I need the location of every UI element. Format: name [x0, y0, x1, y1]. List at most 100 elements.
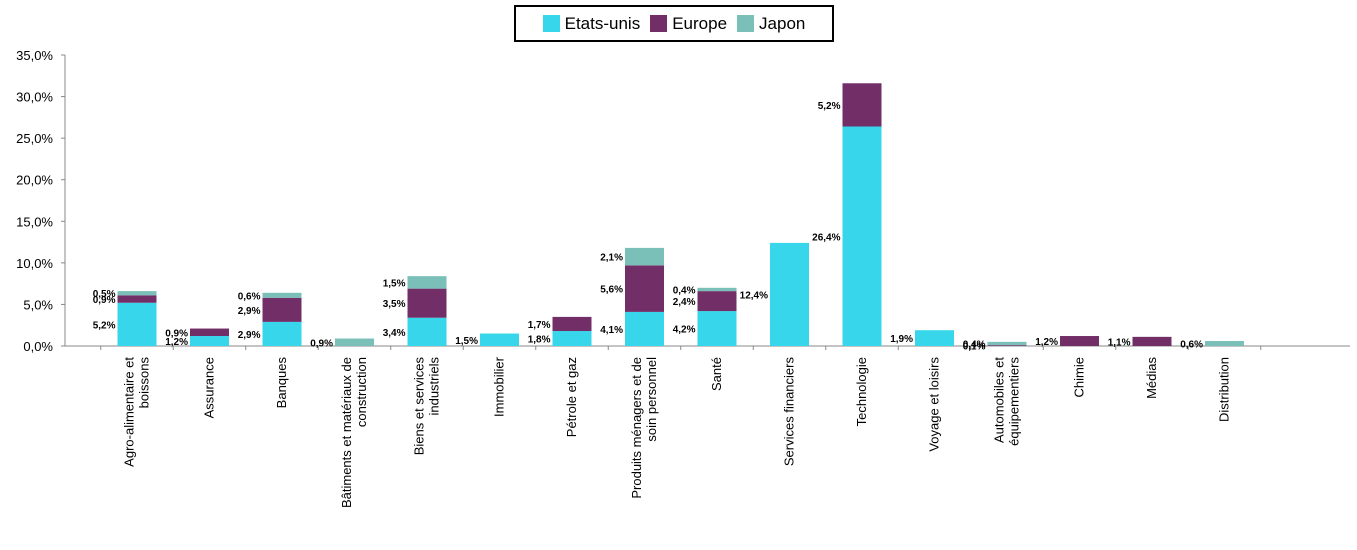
x-tick-label: industriels [427, 357, 442, 416]
bar-europe-1 [190, 328, 229, 337]
bar-etats-unis-8 [697, 311, 737, 346]
bar-europe-14 [1132, 336, 1172, 346]
legend-swatch-europe [650, 15, 668, 32]
data-label-etats-unis-7: 4,1% [600, 325, 623, 336]
legend-item-europe: Europe [650, 14, 727, 34]
legend-item-etats-unis: Etats-unis [542, 13, 641, 34]
data-label-etats-unis-6: 1,8% [528, 335, 551, 346]
bar-etats-unis-10 [842, 126, 882, 346]
data-label-etats-unis-0: 5,2% [93, 320, 116, 331]
data-label-etats-unis-4: 3,4% [383, 328, 406, 339]
y-tick-label: 10,0% [16, 256, 53, 271]
x-tick-label: Banques [274, 357, 289, 409]
y-tick-label: 0,0% [23, 339, 53, 354]
data-label-europe-2: 2,9% [238, 306, 261, 317]
data-label-europe-6: 1,7% [528, 320, 551, 331]
y-tick-label: 35,0% [16, 48, 53, 63]
data-label-japon-0: 0,5% [93, 289, 116, 300]
bar-japon-3 [335, 338, 374, 346]
bar-europe-8 [697, 291, 737, 312]
data-label-europe-14: 1,1% [1108, 337, 1131, 348]
data-label-europe-7: 5,6% [600, 285, 623, 296]
data-label-etats-unis-9: 12,4% [740, 290, 768, 301]
bar-japon-2 [262, 292, 302, 298]
data-label-etats-unis-5: 1,5% [455, 336, 478, 347]
bar-japon-15 [1205, 341, 1244, 346]
bar-europe-2 [262, 297, 302, 322]
data-label-europe-8: 2,4% [673, 297, 696, 308]
data-label-japon-2: 0,6% [238, 291, 261, 302]
x-tick-label: Produits ménagers et de [629, 357, 644, 499]
x-tick-label: Distribution [1217, 357, 1232, 422]
legend-item-japon: Japon [737, 14, 805, 34]
data-label-europe-4: 3,5% [383, 299, 406, 310]
data-label-europe-12: 0,1% [963, 342, 986, 353]
bar-europe-7 [625, 265, 664, 312]
data-label-japon-12: 0,4% [963, 340, 986, 351]
bar-europe-4 [407, 288, 447, 318]
bar-japon-12 [987, 341, 1027, 346]
x-tick-label: Bâtiments et matériaux de [339, 357, 354, 508]
data-label-etats-unis-2: 2,9% [238, 330, 261, 341]
bar-etats-unis-11 [915, 330, 954, 346]
bar-etats-unis-7 [625, 311, 664, 346]
y-tick-label: 5,0% [23, 297, 53, 312]
data-label-etats-unis-10: 26,4% [812, 232, 840, 243]
data-label-europe-0: 0,9% [93, 295, 116, 306]
x-tick-label: Chimie [1072, 357, 1087, 397]
data-label-japon-3: 0,9% [310, 338, 333, 349]
bar-japon-8 [697, 287, 737, 292]
data-label-etats-unis-1: 1,2% [165, 337, 188, 348]
bar-japon-4 [407, 276, 447, 289]
x-tick-label: Services financiers [782, 357, 797, 467]
data-label-etats-unis-11: 1,9% [890, 334, 913, 345]
data-label-europe-10: 5,2% [818, 101, 841, 112]
legend-label-europe: Europe [672, 13, 728, 33]
legend-swatch-japon [737, 15, 755, 32]
x-tick-label: Voyage et loisirs [927, 357, 942, 452]
bar-europe-13 [1060, 336, 1099, 346]
bar-etats-unis-1 [190, 336, 229, 346]
x-tick-label: Médias [1144, 357, 1159, 399]
x-tick-label: Biens et services [412, 357, 427, 456]
bar-etats-unis-9 [770, 242, 809, 346]
legend-swatch-etats-unis [542, 15, 560, 32]
x-tick-label: construction [354, 357, 369, 427]
bar-europe-6 [552, 316, 592, 332]
x-tick-label: Immobilier [492, 356, 507, 417]
data-label-japon-7: 2,1% [600, 253, 623, 264]
legend-label-japon: Japon [759, 13, 806, 33]
bar-etats-unis-2 [262, 321, 302, 346]
data-label-japon-8: 0,4% [673, 285, 696, 296]
x-tick-label: Automobiles et [992, 357, 1007, 443]
x-tick-label: Assurance [202, 357, 217, 418]
data-label-europe-13: 1,2% [1035, 337, 1058, 348]
legend-label-etats-unis: Etats-unis [564, 13, 641, 33]
bar-japon-7 [625, 247, 664, 266]
bar-europe-12 [987, 345, 1027, 346]
bar-etats-unis-6 [552, 331, 592, 346]
y-tick-label: 30,0% [16, 90, 53, 105]
y-tick-label: 20,0% [16, 173, 53, 188]
x-tick-label: soin personnel [644, 357, 659, 442]
data-label-japon-4: 1,5% [383, 278, 406, 289]
x-tick-label: Santé [709, 357, 724, 391]
chart-legend: Etats-unis Europe Japon [514, 5, 834, 42]
x-tick-label: Technologie [854, 357, 869, 426]
bar-europe-10 [842, 83, 882, 127]
bar-etats-unis-4 [407, 317, 447, 346]
bar-japon-0 [117, 291, 157, 296]
data-label-europe-1: 0,9% [165, 328, 188, 339]
y-tick-label: 25,0% [16, 131, 53, 146]
bar-etats-unis-0 [117, 302, 157, 346]
x-tick-label: équipementiers [1007, 357, 1022, 446]
y-tick-label: 15,0% [16, 214, 53, 229]
x-tick-label: Agro-alimentaire et [122, 357, 137, 467]
data-label-etats-unis-8: 4,2% [673, 325, 696, 336]
bar-etats-unis-5 [480, 333, 519, 346]
data-label-japon-15: 0,6% [1180, 340, 1203, 351]
x-tick-label: boissons [137, 357, 152, 409]
bar-europe-0 [117, 295, 157, 303]
x-tick-label: Pétrole et gaz [564, 357, 579, 437]
